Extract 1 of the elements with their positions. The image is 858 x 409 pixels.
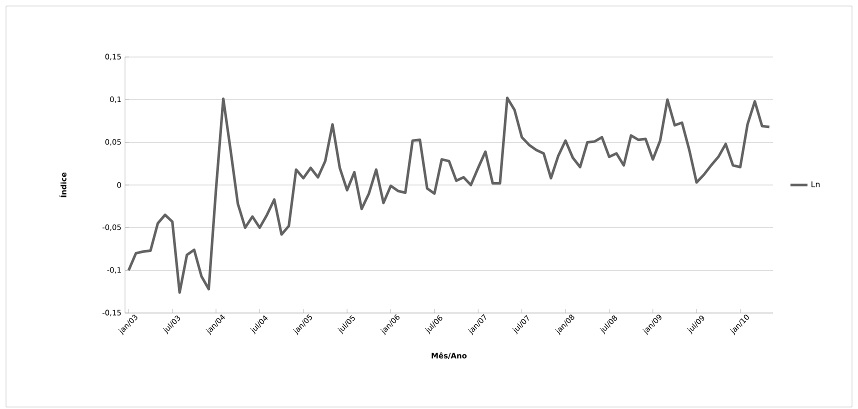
line-series [127,96,771,294]
